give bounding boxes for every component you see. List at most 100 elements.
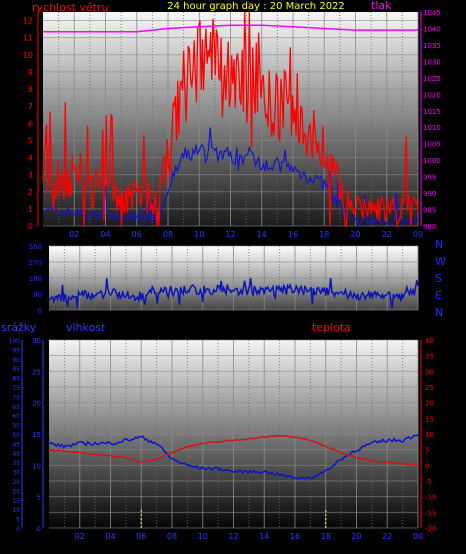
series-wind-average <box>42 127 419 228</box>
wind-y-tick-label: 3 <box>28 171 33 180</box>
series-wind-direction <box>48 277 419 309</box>
top-x-tick-label: 18 <box>319 230 329 239</box>
rain-y-tick-label: 90 <box>12 357 20 364</box>
bottom-x-tick-label: 10 <box>198 532 208 541</box>
top-x-tick-label: 20 <box>350 230 360 239</box>
series-pressure <box>43 24 418 33</box>
compass-label: S <box>435 272 442 285</box>
wind-y-tick-label: 1 <box>28 205 33 214</box>
top-x-tick-label: 22 <box>382 230 392 239</box>
humidity-y-tick-label: 15 <box>32 431 41 439</box>
direction-y-tick-label: 360 <box>29 243 42 251</box>
bottom-x-tick-label: 16 <box>290 532 300 541</box>
humidity-y-tick-label: 5 <box>37 494 41 502</box>
temperature-y-tick-label: 20 <box>425 400 434 408</box>
rain-y-tick-label: 40 <box>12 451 20 458</box>
bottom-x-tick-label: 20 <box>351 532 361 541</box>
pressure-y-tick-label: 990 <box>423 190 436 198</box>
wind-y-tick-label: 2 <box>28 188 33 197</box>
rain-y-tick-label: 35 <box>12 460 20 467</box>
wind-y-tick-label: 0 <box>28 222 33 231</box>
wind-axis-title: rychlost větru <box>32 1 108 14</box>
wind-y-tick-label: 4 <box>28 154 33 163</box>
rain-y-tick-label: 65 <box>12 404 20 411</box>
top-x-tick-label: 02 <box>69 230 79 239</box>
pressure-y-tick-label: 1005 <box>423 141 441 149</box>
top-x-tick-label: 04 <box>100 230 110 239</box>
pressure-y-tick-label: 995 <box>423 174 436 182</box>
top-x-tick-label: 16 <box>288 230 298 239</box>
top-x-tick-label: 14 <box>257 230 267 239</box>
humidity-y-tick-label: 20 <box>32 400 41 408</box>
temperature-y-tick-label: 10 <box>425 431 434 439</box>
bottom-x-tick-label: 18 <box>321 532 331 541</box>
direction-y-tick-label: 90 <box>33 291 42 299</box>
humidity-y-tick-label: 30 <box>32 337 41 345</box>
rain-y-tick-label: 5 <box>16 517 20 524</box>
pressure-y-tick-label: 1020 <box>423 91 441 99</box>
bottom-x-tick-label: 08 <box>167 532 177 541</box>
chart-title: 24 hour graph day : 20 March 2022 <box>167 1 345 12</box>
rain-y-tick-label: 70 <box>12 394 20 401</box>
wind-y-tick-label: 9 <box>28 68 33 77</box>
wind-y-tick-label: 10 <box>23 51 33 60</box>
top-x-tick-label: 00 <box>413 230 423 239</box>
temperature-y-tick-label: 30 <box>425 368 434 376</box>
bottom-x-tick-label: 12 <box>228 532 238 541</box>
series-temperature <box>48 434 419 467</box>
rain-y-tick-label: 55 <box>12 423 20 430</box>
bottom-x-tick-label: 00 <box>413 532 423 541</box>
pressure-y-tick-label: 1000 <box>423 157 441 165</box>
direction-y-tick-label: 180 <box>29 275 42 283</box>
rain-y-tick-label: 75 <box>12 385 20 392</box>
rain-y-tick-label: 95 <box>12 347 20 354</box>
rain-y-tick-label: 100 <box>9 338 21 345</box>
bottom-x-tick-label: 22 <box>382 532 392 541</box>
temperature-y-tick-label: 5 <box>425 447 429 455</box>
rain-y-tick-label: 80 <box>12 376 20 383</box>
wind-y-tick-label: 11 <box>23 34 33 43</box>
wind-y-tick-label: 12 <box>23 17 33 26</box>
pressure-y-tick-label: 1035 <box>423 42 441 50</box>
bottom-x-tick-label: 14 <box>259 532 269 541</box>
temperature-y-tick-label: 25 <box>425 384 434 392</box>
wind-y-tick-label: 5 <box>28 136 33 145</box>
pressure-y-tick-label: 1015 <box>423 108 441 116</box>
pressure-axis-title: tlak <box>371 0 392 12</box>
rain-y-tick-label: 50 <box>12 432 20 439</box>
wind-y-tick-label: 8 <box>28 85 33 94</box>
compass-label: N <box>435 238 443 251</box>
humidity-y-tick-label: 0 <box>37 525 41 533</box>
compass-label: N <box>435 306 443 319</box>
rain-y-tick-label: 45 <box>12 441 20 448</box>
wind-y-tick-label: 7 <box>28 102 33 111</box>
pressure-y-tick-label: 980 <box>423 223 436 231</box>
pressure-y-tick-label: 1025 <box>423 75 441 83</box>
bottom-x-tick-label: 06 <box>136 532 146 541</box>
direction-y-tick-label: 270 <box>29 259 42 267</box>
rain-y-tick-label: 60 <box>12 413 20 420</box>
humidity-y-tick-label: 10 <box>32 462 41 470</box>
rain-y-tick-label: 10 <box>12 507 20 514</box>
series-humidity <box>48 433 419 480</box>
temperature-y-tick-label: -20 <box>425 525 436 533</box>
temperature-y-tick-label: 40 <box>425 337 434 345</box>
pressure-y-tick-label: 1040 <box>423 25 441 33</box>
compass-label: E <box>435 289 442 302</box>
humidity-axis-title: vlhkost <box>66 321 106 334</box>
series-wind-gust <box>42 11 419 229</box>
rain-y-tick-label: 30 <box>12 470 20 477</box>
pressure-y-tick-label: 1030 <box>423 58 441 66</box>
humidity-y-tick-label: 25 <box>32 368 41 376</box>
bottom-x-tick-label: 04 <box>105 532 115 541</box>
compass-label: W <box>435 255 446 268</box>
top-x-tick-label: 12 <box>225 230 235 239</box>
rain-y-tick-label: 25 <box>12 479 20 486</box>
rain-axis-title: srážky <box>1 321 37 334</box>
bottom-x-tick-label: 02 <box>75 532 85 541</box>
pressure-y-tick-label: 1010 <box>423 124 441 132</box>
top-x-tick-label: 08 <box>163 230 173 239</box>
pressure-y-tick-label: 1045 <box>423 9 441 17</box>
